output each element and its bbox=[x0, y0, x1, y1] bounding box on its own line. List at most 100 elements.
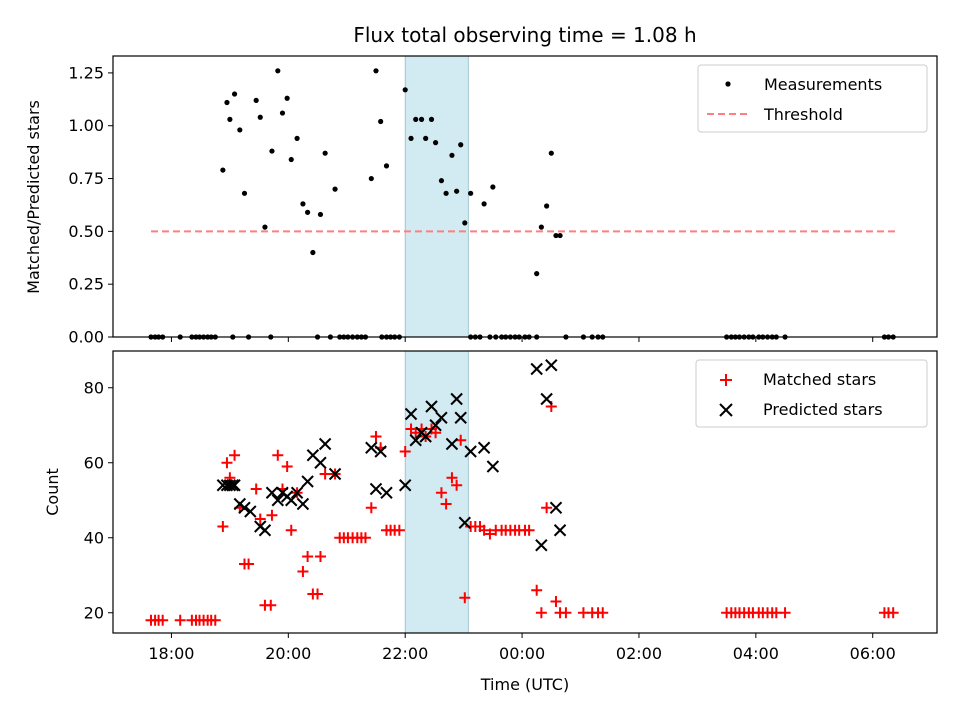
measurement-point bbox=[231, 91, 238, 97]
bottom-axes-frame bbox=[112, 350, 938, 634]
measurement-point bbox=[423, 135, 429, 141]
measurement-point bbox=[284, 95, 290, 101]
predicted-star-point bbox=[458, 516, 472, 529]
measurement-point bbox=[432, 140, 439, 146]
predicted-star-point bbox=[265, 486, 279, 499]
predicted-star-point bbox=[271, 494, 285, 507]
predicted-star-point bbox=[365, 441, 378, 454]
legend-predicted-marker bbox=[719, 403, 733, 417]
predicted-star-point bbox=[545, 359, 558, 372]
measurement-point bbox=[257, 114, 263, 120]
predicted-star-point bbox=[450, 392, 463, 406]
measurement-point bbox=[449, 152, 455, 158]
matched-star-point bbox=[370, 431, 382, 442]
top-panel: 0.00 0.25 0.50 0.75 1.00 1.25 Matched/Predict… bbox=[24, 55, 938, 347]
matched-star-point bbox=[302, 551, 314, 562]
predicted-star-point bbox=[296, 497, 310, 511]
matched-star-point bbox=[440, 498, 452, 510]
matched-star-point bbox=[779, 607, 791, 619]
predicted-star-point bbox=[374, 445, 387, 458]
legend-matched-label: Matched stars bbox=[763, 370, 876, 389]
y-tick-label: 1.25 bbox=[68, 63, 104, 82]
matched-star-point bbox=[535, 607, 547, 619]
predicted-star-point bbox=[464, 445, 477, 458]
x-tick-label: 18:00 bbox=[148, 644, 194, 663]
measurement-point bbox=[373, 68, 379, 74]
predicted-star-point bbox=[549, 501, 563, 514]
y-tick-label: 0.00 bbox=[68, 328, 104, 347]
predicted-star-point bbox=[535, 539, 548, 552]
x-tick-label: 06:00 bbox=[850, 644, 896, 663]
predicted-star-point bbox=[318, 437, 332, 451]
measurement-point bbox=[544, 203, 550, 209]
measurement-point bbox=[458, 142, 464, 148]
matched-star-point bbox=[560, 607, 572, 619]
predicted-star-point bbox=[429, 419, 442, 432]
measurement-point bbox=[468, 190, 474, 196]
matched-star-point bbox=[365, 502, 377, 514]
matched-star-point bbox=[478, 524, 490, 536]
top-shaded-span bbox=[404, 55, 469, 338]
measurement-point bbox=[279, 110, 286, 116]
predicted-star-point bbox=[553, 524, 567, 537]
matched-star-point bbox=[523, 524, 535, 536]
predicted-star-point bbox=[369, 482, 383, 496]
top-y-ticks: 0.00 0.25 0.50 0.75 1.00 1.25 bbox=[68, 63, 113, 347]
measurement-point bbox=[262, 224, 268, 230]
legend-threshold-label: Threshold bbox=[763, 105, 843, 124]
matched-star-point bbox=[243, 558, 255, 570]
measurement-point bbox=[317, 211, 324, 218]
matched-star-point bbox=[541, 502, 553, 514]
measurement-point bbox=[275, 68, 281, 74]
measurement-point bbox=[418, 116, 425, 122]
y-tick-label: 80 bbox=[84, 378, 104, 397]
measurement-point bbox=[538, 224, 544, 230]
predicted-star-point bbox=[223, 479, 237, 492]
measurement-point bbox=[408, 135, 414, 141]
matched-star-point bbox=[254, 513, 266, 525]
y-tick-label: 20 bbox=[84, 603, 104, 622]
measurement-point bbox=[454, 188, 460, 194]
matched-star-point bbox=[297, 566, 309, 577]
y-tick-label: 0.25 bbox=[68, 275, 104, 294]
bottom-panel: 20 40 60 80 18:00 20:00 22:00 00:00 02:00 04:00 0… bbox=[43, 350, 938, 694]
measurement-point bbox=[462, 220, 468, 226]
measurement-point bbox=[383, 163, 390, 169]
measurement-point bbox=[253, 97, 259, 103]
measurement-point bbox=[294, 135, 300, 141]
predicted-star-point bbox=[228, 479, 241, 492]
predicted-star-point bbox=[380, 486, 393, 499]
matched-star-point bbox=[410, 427, 422, 439]
x-tick-label: 22:00 bbox=[382, 644, 428, 663]
measurement-point bbox=[224, 99, 230, 106]
matched-stars-series bbox=[145, 401, 899, 626]
y-tick-label: 0.75 bbox=[68, 169, 104, 188]
x-tick-label: 20:00 bbox=[265, 644, 311, 663]
measurement-point bbox=[548, 150, 554, 156]
predicted-star-point bbox=[244, 505, 257, 518]
predicted-star-point bbox=[238, 501, 251, 514]
measurement-point bbox=[553, 232, 559, 239]
measurement-point bbox=[288, 156, 294, 163]
matched-star-point bbox=[281, 461, 293, 472]
matched-star-point bbox=[266, 509, 278, 521]
measurement-point bbox=[237, 127, 243, 133]
matched-star-point bbox=[319, 468, 331, 480]
measurement-point bbox=[402, 87, 408, 93]
top-axes-frame bbox=[112, 55, 938, 338]
measurement-point bbox=[490, 184, 496, 190]
legend-predicted-label: Predicted stars bbox=[763, 400, 883, 419]
legend-measurements-label: Measurements bbox=[764, 75, 882, 94]
matched-star-point bbox=[550, 596, 562, 607]
predicted-star-point bbox=[425, 400, 438, 413]
y-tick-label: 40 bbox=[84, 528, 104, 547]
measurement-point bbox=[310, 249, 316, 256]
matched-star-point bbox=[272, 449, 284, 461]
predicted-star-point bbox=[226, 479, 240, 492]
matched-star-point bbox=[217, 521, 229, 532]
matched-star-point bbox=[359, 532, 371, 544]
measurement-point bbox=[413, 116, 419, 122]
top-y-axis-label: Matched/Predicted stars bbox=[24, 100, 43, 294]
measurement-point bbox=[378, 118, 384, 125]
